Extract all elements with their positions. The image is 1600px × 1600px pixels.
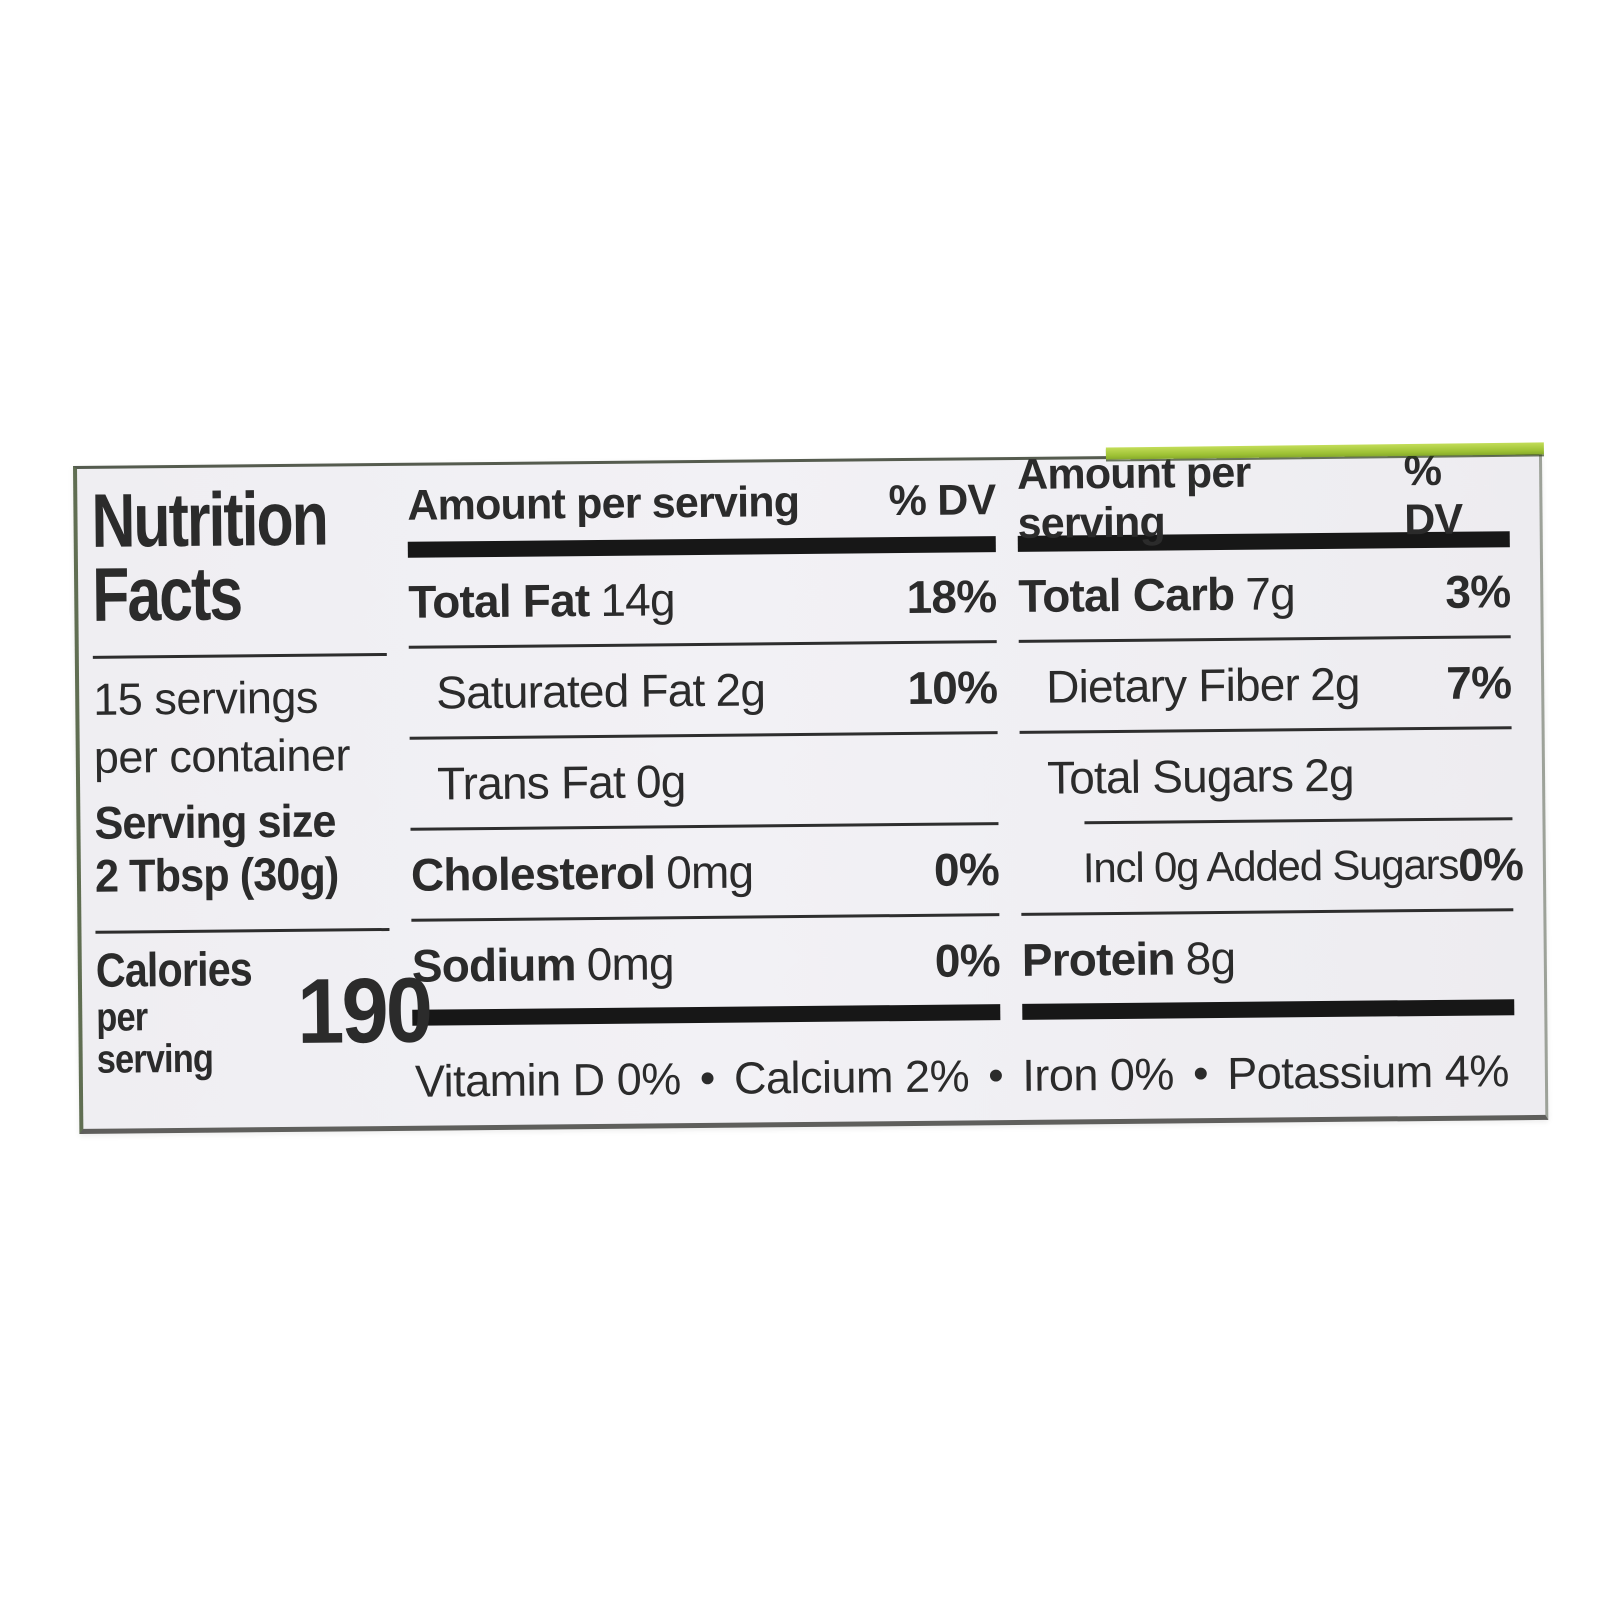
nutrient-dv: 3%: [1445, 565, 1511, 618]
nutrient-row-cholesterol: Cholesterol 0mg 0%: [411, 825, 1000, 919]
nutrient-name: Cholesterol 0mg: [410, 845, 754, 901]
nutrient-name: Saturated Fat 2g: [435, 663, 766, 719]
nutrient-row-dietary-fiber: Dietary Fiber 2g 7%: [1019, 638, 1512, 731]
nutrient-row-protein: Protein 8g: [1021, 911, 1514, 1004]
micronutrient-iron: Iron 0%: [1022, 1047, 1175, 1101]
nutrient-name: Total Fat 14g: [408, 573, 675, 628]
label-title-line1: Nutrition: [91, 476, 328, 564]
nutrient-dv: 10%: [907, 661, 998, 714]
label-content: Nutrition Facts 15 servings per containe…: [77, 447, 1545, 1119]
divider: [95, 928, 390, 935]
panel-header: Amount per serving % DV: [1017, 447, 1510, 548]
nutrient-row-total-sugars: Total Sugars 2g: [1020, 729, 1513, 822]
calories-words: Calories per serving: [95, 943, 253, 1083]
thick-bar: [1022, 999, 1515, 1020]
calories-row: Calories per serving 190: [95, 943, 431, 1083]
nutrient-name: Total Sugars 2g: [1046, 748, 1354, 804]
micronutrient-potassium: Potassium 4%: [1226, 1044, 1510, 1099]
bullet-separator: [1193, 1052, 1208, 1096]
nutrient-dv: 0%: [933, 843, 1000, 896]
fat-panel: Amount per serving % DV Total Fat 14g 18%…: [407, 470, 1001, 1043]
nutrient-dv: 7%: [1446, 656, 1512, 709]
bullet-separator: [700, 1056, 715, 1100]
percent-dv-header: % DV: [888, 475, 996, 525]
nutrient-row-total-fat: Total Fat 14g 18%: [408, 552, 997, 646]
nutrient-row-trans-fat: Trans Fat 0g: [410, 734, 999, 828]
nutrient-name: Protein 8g: [1021, 931, 1236, 986]
bullet-separator: [988, 1054, 1003, 1098]
amount-per-serving-header: Amount per serving: [407, 477, 800, 530]
servings-line1: 15 servings: [93, 672, 319, 726]
nutrition-facts-label: Nutrition Facts 15 servings per containe…: [73, 442, 1549, 1134]
calories-value: 190: [297, 959, 432, 1064]
serving-size-label: Serving size: [94, 794, 336, 849]
nutrient-name: Total Carb 7g: [1018, 567, 1296, 622]
divider: [92, 653, 387, 660]
servings-per-container: 15 servings per container: [93, 668, 388, 786]
calories-sublabel: per serving: [96, 995, 214, 1083]
nutrient-name: Trans Fat 0g: [436, 755, 686, 810]
percent-dv-header: % DV: [1403, 446, 1463, 545]
micronutrient-calcium: Calcium 2%: [733, 1049, 970, 1104]
serving-info-column: Nutrition Facts 15 servings per containe…: [91, 476, 431, 1119]
amount-per-serving-header: Amount per serving: [1016, 448, 1251, 548]
micronutrient-vitamin-d: Vitamin D 0%: [414, 1052, 681, 1107]
nutrient-row-added-sugars: Incl 0g Added Sugars 0%: [1020, 820, 1524, 913]
label-title: Nutrition Facts: [91, 476, 328, 638]
serving-size: Serving size 2 Tbsp (30g): [94, 794, 371, 904]
nutrient-row-total-carb: Total Carb 7g 3%: [1018, 547, 1511, 640]
nutrient-dv: 0%: [934, 934, 1001, 987]
nutrient-name: Dietary Fiber 2g: [1045, 657, 1360, 713]
micronutrients-row: Vitamin D 0% Calcium 2% Iron 0% Potassiu…: [413, 1032, 1516, 1116]
calories-label: Calories: [95, 943, 253, 999]
serving-size-value: 2 Tbsp (30g): [94, 847, 339, 903]
nutrient-dv: 0%: [1457, 838, 1524, 891]
panel-header: Amount per serving % DV: [407, 470, 996, 536]
label-title-line2: Facts: [91, 551, 242, 638]
nutrient-row-saturated-fat: Saturated Fat 2g 10%: [409, 643, 998, 737]
nutrient-row-sodium: Sodium 0mg 0%: [411, 916, 1000, 1010]
carb-panel: Amount per serving % DV Total Carb 7g 3% …: [1017, 447, 1524, 1037]
nutrient-name: Sodium 0mg: [411, 937, 675, 992]
nutrient-dv: 18%: [906, 570, 997, 624]
nutrient-name: Incl 0g Added Sugars: [1082, 840, 1459, 892]
servings-line2: per container: [93, 729, 351, 783]
